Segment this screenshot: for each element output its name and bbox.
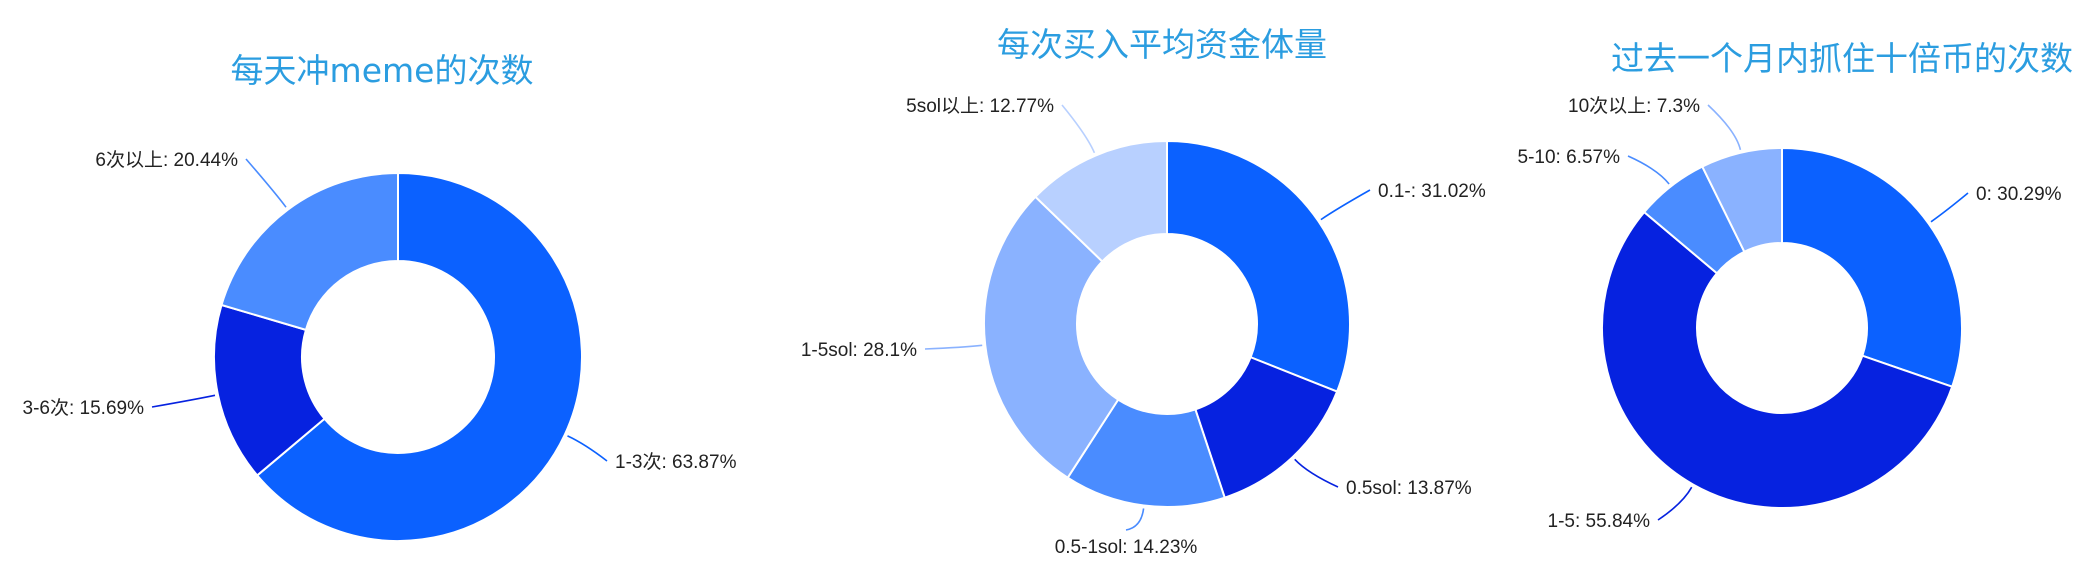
chart-2-slice-5 — [1033, 139, 1168, 263]
chart-2-title: 每次买入平均资金体量 — [997, 25, 1327, 64]
chart-1-labels: 1-3次: 63.87% 3-6次: 15.69% 6次以上: 20.44% — [23, 149, 737, 473]
chart-1-label-1: 1-3次: 63.87% — [615, 451, 737, 473]
chart-2-leader-2 — [1294, 458, 1339, 488]
chart-3-leader-1 — [1930, 192, 1969, 223]
chart-3-leader-2 — [1657, 486, 1693, 521]
chart-2-label-4: 1-5sol: 28.1% — [801, 340, 917, 361]
chart-1-leader-1 — [567, 435, 608, 462]
chart-1-leader-2 — [151, 394, 216, 408]
chart-3-labels: 0: 30.29% 1-5: 55.84% 5-10: 6.57% 10次以上: 7.… — [1518, 95, 2062, 532]
chart-3-label-2: 1-5: 55.84% — [1548, 511, 1651, 532]
chart-3-label-3: 5-10: 6.57% — [1518, 147, 1621, 168]
chart-3-slice-2 — [1601, 210, 1954, 509]
chart-2-slice-4 — [983, 195, 1120, 480]
chart-3-slice-1 — [1781, 146, 1963, 389]
chart-1-leader-3 — [245, 158, 287, 208]
chart-2-leader-3 — [1125, 508, 1145, 531]
chart-2-labels: 0.1-: 31.02% 0.5sol: 13.87% 0.5-1sol: 14.2… — [801, 95, 1486, 558]
chart-2-leader-4 — [924, 344, 983, 350]
chart-1-title: 每天冲meme的次数 — [231, 51, 534, 90]
chart-3-label-4: 10次以上: 7.3% — [1568, 95, 1700, 117]
chart-1: 每天冲meme的次数 1-3次: 63.87% 3-6次: 15.69% 6次以上:… — [23, 51, 737, 542]
chart-1-slice-2 — [213, 303, 326, 477]
chart-2-slice-1 — [1166, 139, 1351, 393]
chart-1-slices — [213, 171, 583, 542]
chart-1-label-3: 6次以上: 20.44% — [95, 149, 238, 171]
chart-2-leader-1 — [1320, 189, 1371, 221]
chart-3-label-1: 0: 30.29% — [1976, 184, 2062, 205]
chart-3-leader-4 — [1707, 104, 1742, 150]
chart-2-slice-2 — [1194, 355, 1339, 499]
chart-3-leader-3 — [1627, 155, 1670, 185]
chart-2-label-2: 0.5sol: 13.87% — [1346, 478, 1472, 499]
chart-3-slices — [1601, 146, 1963, 509]
chart-3: 过去一个月内抓住十倍币的次数 0: 30.29% 1-5: 55.84% 5-10:… — [1518, 39, 2073, 532]
chart-2: 每次买入平均资金体量 0.1-: 31.02% 0.5sol: 13.87% 0.5… — [801, 25, 1486, 558]
chart-2-slices — [983, 139, 1351, 508]
chart-2-label-3: 0.5-1sol: 14.23% — [1055, 537, 1198, 558]
chart-3-title: 过去一个月内抓住十倍币的次数 — [1611, 39, 2073, 78]
chart-1-slice-1 — [255, 171, 583, 542]
chart-2-label-5: 5sol以上: 12.77% — [906, 95, 1054, 117]
chart-3-slice-4 — [1700, 146, 1783, 254]
chart-2-leader-5 — [1061, 104, 1096, 154]
chart-2-label-1: 0.1-: 31.02% — [1378, 181, 1486, 202]
chart-1-label-2: 3-6次: 15.69% — [23, 397, 145, 419]
chart-1-slice-3 — [220, 171, 399, 332]
